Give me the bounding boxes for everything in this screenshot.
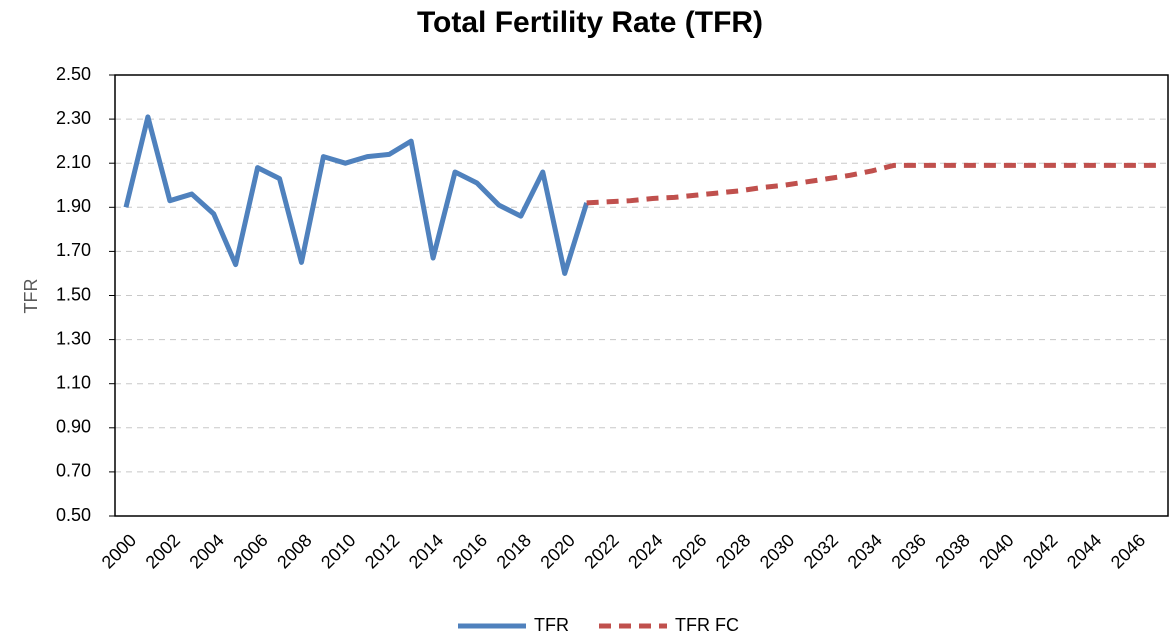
- y-tick-label: 0.70: [56, 461, 91, 481]
- y-tick-label: 0.50: [56, 505, 91, 525]
- y-tick-label: 1.50: [56, 284, 91, 304]
- x-tick-label: 2024: [624, 530, 666, 572]
- chart-title: Total Fertility Rate (TFR): [417, 6, 763, 39]
- x-tick-label: 2032: [800, 530, 842, 572]
- y-tick-label: 2.30: [56, 108, 91, 128]
- x-tick-label: 2020: [536, 530, 578, 572]
- x-tick-label: 2016: [449, 530, 491, 572]
- x-tick-label: 2014: [405, 530, 447, 572]
- x-tick-label: 2006: [229, 530, 271, 572]
- x-tick-label: 2008: [273, 530, 315, 572]
- x-tick-label: 2018: [493, 530, 535, 572]
- y-tick-label: 1.70: [56, 240, 91, 260]
- y-tick-label: 1.90: [56, 196, 91, 216]
- x-tick-label: 2040: [975, 530, 1017, 572]
- x-tick-label: 2010: [317, 530, 359, 572]
- legend-label: TFR FC: [675, 615, 739, 635]
- x-tick-label: 2030: [756, 530, 798, 572]
- legend-label: TFR: [534, 615, 569, 635]
- y-axis-label: TFR: [21, 279, 41, 314]
- x-tick-label: 2000: [98, 530, 140, 572]
- x-tick-label: 2022: [580, 530, 622, 572]
- x-tick-label: 2042: [1019, 530, 1061, 572]
- x-tick-label: 2046: [1107, 530, 1149, 572]
- line-series: [123, 114, 590, 276]
- x-tick-label: 2044: [1063, 530, 1105, 572]
- x-tick-label: 2002: [142, 530, 184, 572]
- line-series: [586, 162, 1158, 206]
- x-tick-label: 2004: [185, 530, 227, 572]
- y-tick-label: 0.90: [56, 417, 91, 437]
- x-tick-label: 2026: [668, 530, 710, 572]
- y-tick-label: 2.50: [56, 64, 91, 84]
- plot-frame: [114, 74, 1169, 517]
- y-tick-label: 2.10: [56, 152, 91, 172]
- y-tick-label: 1.10: [56, 372, 91, 392]
- y-tick-label: 1.30: [56, 328, 91, 348]
- x-tick-label: 2038: [931, 530, 973, 572]
- x-tick-label: 2036: [887, 530, 929, 572]
- x-tick-label: 2028: [712, 530, 754, 572]
- x-tick-label: 2012: [361, 530, 403, 572]
- x-tick-label: 2034: [844, 530, 886, 572]
